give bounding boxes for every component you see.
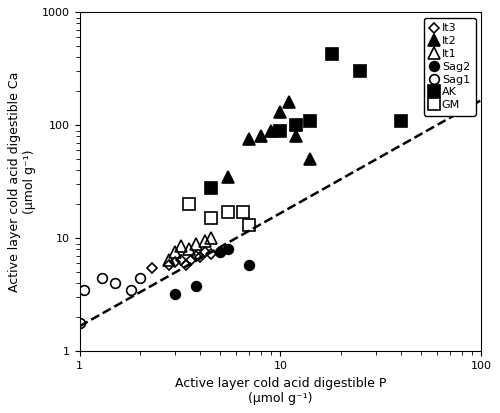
- Sag2: [217, 250, 223, 255]
- Sag1: [112, 281, 118, 286]
- It3: [208, 252, 214, 257]
- AK: [306, 118, 312, 123]
- It1: [166, 257, 172, 262]
- It2: [278, 110, 283, 115]
- It3: [188, 257, 194, 262]
- It2: [226, 174, 232, 179]
- Line: It1: It1: [164, 233, 216, 265]
- Sag2: [226, 247, 232, 252]
- It2: [246, 137, 252, 142]
- Sag1: [128, 287, 134, 292]
- Sag1: [76, 320, 82, 325]
- Line: Sag1: Sag1: [75, 273, 145, 328]
- Line: GM: GM: [184, 199, 255, 231]
- Sag1: [81, 287, 87, 292]
- It3: [149, 265, 155, 270]
- It3: [184, 263, 190, 268]
- It3: [172, 259, 178, 264]
- It1: [208, 236, 214, 241]
- It2: [258, 134, 264, 139]
- It1: [193, 241, 199, 246]
- Line: It2: It2: [222, 97, 316, 183]
- AK: [358, 69, 364, 74]
- Line: It3: It3: [149, 249, 214, 271]
- It2: [286, 100, 292, 105]
- It3: [202, 250, 207, 255]
- X-axis label: Active layer cold acid digestible P
(μmol g⁻¹): Active layer cold acid digestible P (μmo…: [174, 377, 386, 405]
- GM: [186, 202, 192, 207]
- It3: [198, 255, 203, 260]
- It1: [186, 247, 192, 252]
- AK: [208, 185, 214, 190]
- It3: [166, 263, 172, 268]
- Line: AK: AK: [205, 48, 407, 193]
- Y-axis label: Active layer cold acid digestible Ca
(μmol g⁻¹): Active layer cold acid digestible Ca (μm…: [8, 72, 36, 292]
- Sag2: [193, 283, 199, 288]
- Sag1: [137, 275, 143, 280]
- It1: [172, 250, 178, 255]
- It2: [306, 157, 312, 162]
- GM: [240, 210, 246, 215]
- Line: Sag2: Sag2: [170, 244, 254, 299]
- Text: oldest: oldest: [426, 109, 458, 119]
- AK: [398, 118, 404, 123]
- Legend: It3, It2, It1, Sag2, Sag1, AK, GM: It3, It2, It1, Sag2, Sag1, AK, GM: [424, 18, 476, 116]
- It2: [268, 128, 274, 133]
- Sag2: [172, 292, 178, 297]
- It3: [193, 254, 199, 259]
- Sag1: [100, 275, 105, 280]
- It2: [294, 134, 300, 139]
- AK: [278, 128, 283, 133]
- GM: [226, 210, 232, 215]
- It3: [178, 257, 184, 262]
- It1: [202, 238, 207, 243]
- It1: [178, 244, 184, 249]
- AK: [328, 51, 334, 56]
- GM: [246, 223, 252, 228]
- Text: youngest: youngest: [426, 21, 474, 32]
- AK: [294, 123, 300, 128]
- Sag2: [246, 263, 252, 268]
- GM: [208, 216, 214, 221]
